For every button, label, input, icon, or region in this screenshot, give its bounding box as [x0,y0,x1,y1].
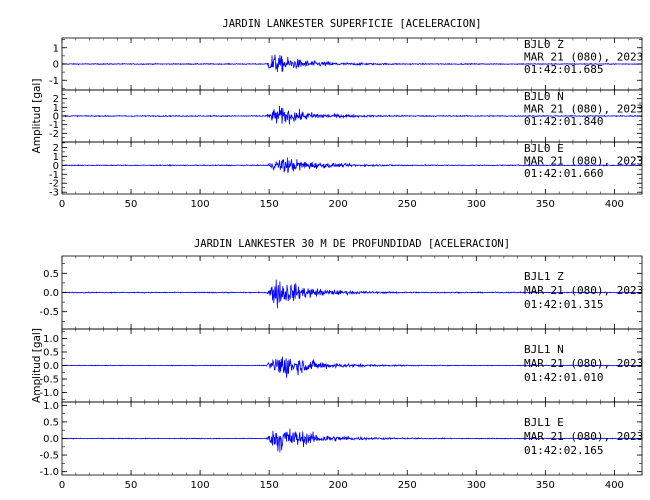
x-tick-label: 300 [467,199,486,210]
trace-time-label: 01:42:01.315 [524,298,603,311]
panel-title: JARDIN LANKESTER 30 M DE PROFUNDIDAD [AC… [194,238,510,250]
y-tick-label: -0.5 [39,375,59,386]
trace-station-label: BJL1 N [524,343,564,356]
waveform-BJL1-Z [61,279,643,309]
y-tick-label: 1 [53,43,59,54]
x-tick-label: 150 [260,480,279,491]
x-tick-label: 50 [125,480,138,491]
y-tick-label: 0 [53,161,59,172]
x-tick-label: 400 [605,199,624,210]
y-tick-label: 2 [53,143,59,154]
y-tick-label: -1 [49,170,59,181]
x-tick-label: 150 [260,199,279,210]
panel-title: JARDIN LANKESTER SUPERFICIE [ACELERACION… [222,18,481,30]
trace-time-label: 01:42:01.660 [524,167,603,180]
waveform-BJL0-Z [62,54,643,73]
x-tick-label: 200 [329,480,348,491]
x-tick-label: 350 [536,199,555,210]
y-tick-label: -1.0 [39,467,59,478]
y-tick-label: 1 [53,152,59,163]
y-tick-label: 0.0 [43,434,59,445]
y-tick-label: -0.5 [39,451,59,462]
x-tick-label: 0 [59,199,65,210]
trace-station-label: BJL0 Z [524,38,564,51]
waveform-BJL0-E [61,157,643,173]
waveform-BJL1-N [61,356,642,378]
trace-station-label: BJL1 Z [524,270,564,283]
x-tick-label: 250 [398,480,417,491]
waveform-BJL0-N [61,105,643,125]
x-tick-label: 0 [59,480,65,491]
trace-date-label: MAR 21 (080), 2023 [524,51,643,64]
y-tick-label: -1 [49,76,59,87]
trace-time-label: 01:42:01.685 [524,63,603,76]
trace-station-label: BJL0 E [524,142,564,155]
panel-2: JARDIN LANKESTER 30 M DE PROFUNDIDAD [AC… [31,238,643,491]
x-tick-label: 100 [191,199,210,210]
waveform-BJL1-E [61,428,643,453]
trace-time-label: 01:42:01.840 [524,115,603,128]
y-tick-label: 2 [53,94,59,105]
y-tick-label: 0 [53,112,59,123]
y-axis-label: Amplitud [gal] [31,328,43,403]
trace-date-label: MAR 21 (080), 2023 [524,357,643,370]
y-tick-label: 1.0 [43,334,59,345]
x-tick-label: 100 [191,480,210,491]
y-tick-label: -3 [49,188,59,199]
x-tick-label: 50 [125,199,138,210]
y-axis-label: Amplitud [gal] [31,79,43,154]
y-tick-label: 1 [53,103,59,114]
trace-time-label: 01:42:02.165 [524,444,603,457]
x-tick-label: 250 [398,199,417,210]
y-tick-label: 0.5 [43,347,59,358]
y-tick-label: 0 [53,60,59,71]
panel-1: JARDIN LANKESTER SUPERFICIE [ACELERACION… [31,18,643,210]
y-tick-label: -2 [49,179,59,190]
y-tick-label: -0.5 [39,307,59,318]
x-tick-label: 200 [329,199,348,210]
y-tick-label: 0.5 [43,269,59,280]
trace-station-label: BJL0 N [524,90,564,103]
trace-station-label: BJL1 E [524,416,564,429]
trace-date-label: MAR 21 (080), 2023 [524,430,643,443]
y-tick-label: 0.5 [43,417,59,428]
y-tick-label: -1.0 [39,388,59,399]
x-tick-label: 300 [467,480,486,491]
trace-date-label: MAR 21 (080), 2023 [524,284,643,297]
y-tick-label: 0.0 [43,361,59,372]
trace-date-label: MAR 21 (080), 2023 [524,155,643,168]
x-tick-label: 350 [536,480,555,491]
y-tick-label: -1 [49,120,59,131]
y-tick-label: 1.0 [43,401,59,412]
x-tick-label: 400 [605,480,624,491]
trace-date-label: MAR 21 (080), 2023 [524,103,643,116]
y-tick-label: 0.0 [43,288,59,299]
trace-time-label: 01:42:01.010 [524,371,603,384]
y-tick-label: -2 [49,129,59,140]
